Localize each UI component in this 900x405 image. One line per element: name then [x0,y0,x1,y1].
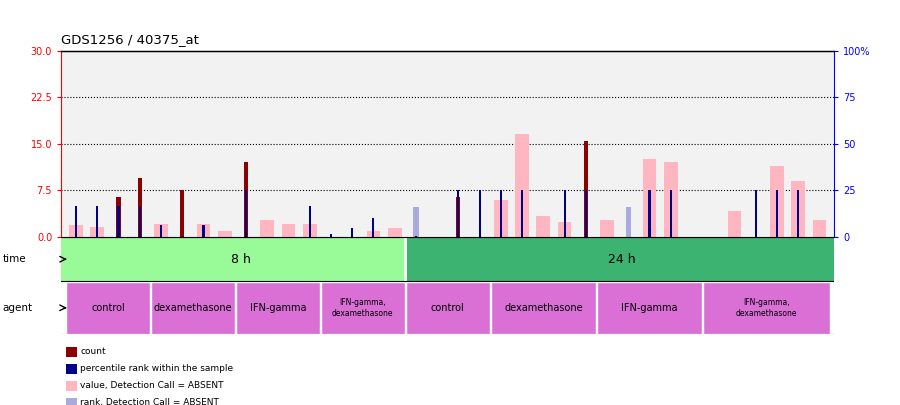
Text: percentile rank within the sample: percentile rank within the sample [80,364,233,373]
Bar [457,190,459,237]
Bar [491,282,596,334]
Bar [563,190,565,237]
Bar [66,282,150,334]
Bar [558,222,572,237]
Text: control: control [91,303,125,313]
Bar [405,237,834,281]
Bar [69,225,83,237]
Text: rank, Detection Call = ABSENT: rank, Detection Call = ABSENT [80,399,219,405]
Bar [139,206,140,237]
Bar [670,190,671,237]
Bar [500,190,502,237]
Bar [494,200,508,237]
Text: count: count [80,347,105,356]
Bar [406,282,490,334]
Bar [415,236,417,237]
Text: 24 h: 24 h [608,253,635,266]
Text: IFN-gamma,
dexamethasone: IFN-gamma, dexamethasone [332,298,393,318]
Text: IFN-gamma,
dexamethasone: IFN-gamma, dexamethasone [735,298,797,318]
Bar [151,282,235,334]
Text: 8 h: 8 h [230,253,250,266]
Bar [330,234,332,237]
Bar [643,159,656,237]
Bar [600,220,614,237]
Text: dexamethasone: dexamethasone [504,303,582,313]
Text: control: control [431,303,464,313]
Bar [755,190,757,237]
Bar [154,224,168,237]
Bar [236,282,320,334]
Bar [515,134,529,237]
Bar [584,141,588,237]
Text: IFN-gamma: IFN-gamma [249,303,306,313]
Bar [664,162,678,237]
Bar [61,237,405,281]
Text: value, Detection Call = ABSENT: value, Detection Call = ABSENT [80,382,223,390]
Bar [366,231,381,237]
Bar [813,220,826,237]
Bar [413,207,418,237]
Bar [218,231,231,237]
Bar [320,282,405,334]
Text: agent: agent [3,303,32,313]
Bar [797,190,799,237]
Bar [521,190,523,237]
Bar [282,224,295,237]
Bar [626,207,631,237]
Bar [180,190,184,237]
Bar [649,190,651,237]
Bar [138,178,142,237]
Bar [456,196,461,237]
Text: IFN-gamma: IFN-gamma [621,303,678,313]
Bar [202,224,204,237]
Bar [479,190,481,237]
Text: dexamethasone: dexamethasone [154,303,232,313]
Bar [536,216,550,237]
Bar [597,282,702,334]
Bar [373,218,374,237]
Bar [90,227,104,237]
Bar [160,224,162,237]
Bar [727,211,742,237]
Bar [585,190,587,237]
Bar [75,206,77,237]
Bar [118,206,120,237]
Bar [309,206,310,237]
Bar [791,181,806,237]
Bar [96,206,98,237]
Text: GDS1256 / 40375_at: GDS1256 / 40375_at [61,33,199,46]
Bar [302,224,317,237]
Text: time: time [3,254,26,264]
Bar [196,224,211,237]
Bar [245,190,247,237]
Bar [244,162,248,237]
Bar [703,282,830,334]
Bar [351,228,353,237]
Bar [770,166,784,237]
Bar [776,190,778,237]
Bar [260,220,274,237]
Bar [116,196,121,237]
Bar [388,228,401,237]
